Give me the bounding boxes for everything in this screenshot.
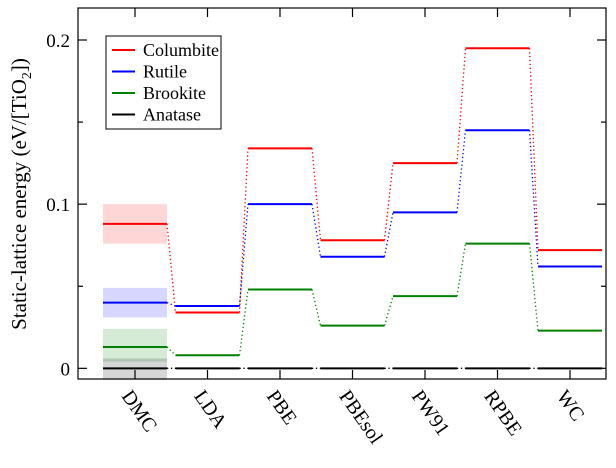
- connector-columbite-dmc: [166, 223, 177, 313]
- connector-rutile-lda: [238, 204, 249, 307]
- y-axis-label-main: Static-lattice energy (eV/[TiO: [7, 79, 31, 330]
- connector-brookite-pw91: [456, 243, 467, 297]
- y-axis-label: Static-lattice energy (eV/[TiO2]): [7, 58, 35, 330]
- connector-columbite-rpbe: [528, 48, 539, 251]
- xtick-label-dmc: DMC: [117, 386, 161, 436]
- axis-ticks: [78, 8, 606, 379]
- xtick-label-pbe: PBE: [262, 386, 301, 429]
- connector-brookite-lda: [238, 289, 249, 356]
- x-tick-labels: DMC LDA PBE PBEsol PW91 RPBE WC: [117, 386, 589, 448]
- dmc-error-bands: [103, 204, 167, 380]
- plot-frame: [77, 7, 607, 380]
- connector-brookite-rpbe: [528, 243, 539, 331]
- xtick-label-lda: LDA: [189, 386, 231, 433]
- connector-brookite-pbe: [311, 289, 322, 326]
- connector-columbite-pbe: [311, 148, 322, 241]
- connector-brookite-dmc: [166, 346, 176, 356]
- xtick-label-rpbe: RPBE: [479, 386, 526, 440]
- series-connectors: [166, 48, 539, 369]
- connector-columbite-lda: [238, 148, 249, 313]
- legend-label-columbite: Columbite: [143, 40, 219, 60]
- dmc-band-brookite: [103, 328, 167, 362]
- xtick-label-pbesol: PBEsol: [334, 386, 387, 448]
- y-axis-label-subscript: 2: [20, 72, 35, 79]
- connector-columbite-pbesol: [383, 163, 394, 241]
- ytick-label-0: 0: [61, 359, 71, 380]
- legend-label-rutile: Rutile: [143, 62, 187, 82]
- connector-rutile-rpbe: [528, 130, 539, 267]
- connector-brookite-pbesol: [383, 295, 394, 326]
- ytick-label-0-2: 0.2: [46, 31, 70, 52]
- y-axis-label-suffix: ]): [7, 58, 31, 72]
- xtick-label-wc: WC: [552, 386, 589, 425]
- legend-label-anatase: Anatase: [143, 105, 201, 125]
- y-tick-labels: 0 0.1 0.2: [46, 31, 70, 380]
- xtick-label-pw91: PW91: [407, 386, 454, 440]
- legend-label-brookite: Brookite: [143, 83, 206, 103]
- connector-rutile-dmc: [166, 302, 176, 307]
- connector-rutile-pbesol: [383, 212, 394, 257]
- energy-levels: [103, 47, 602, 370]
- ytick-label-0-1: 0.1: [46, 195, 70, 216]
- connector-rutile-pbe: [311, 204, 322, 257]
